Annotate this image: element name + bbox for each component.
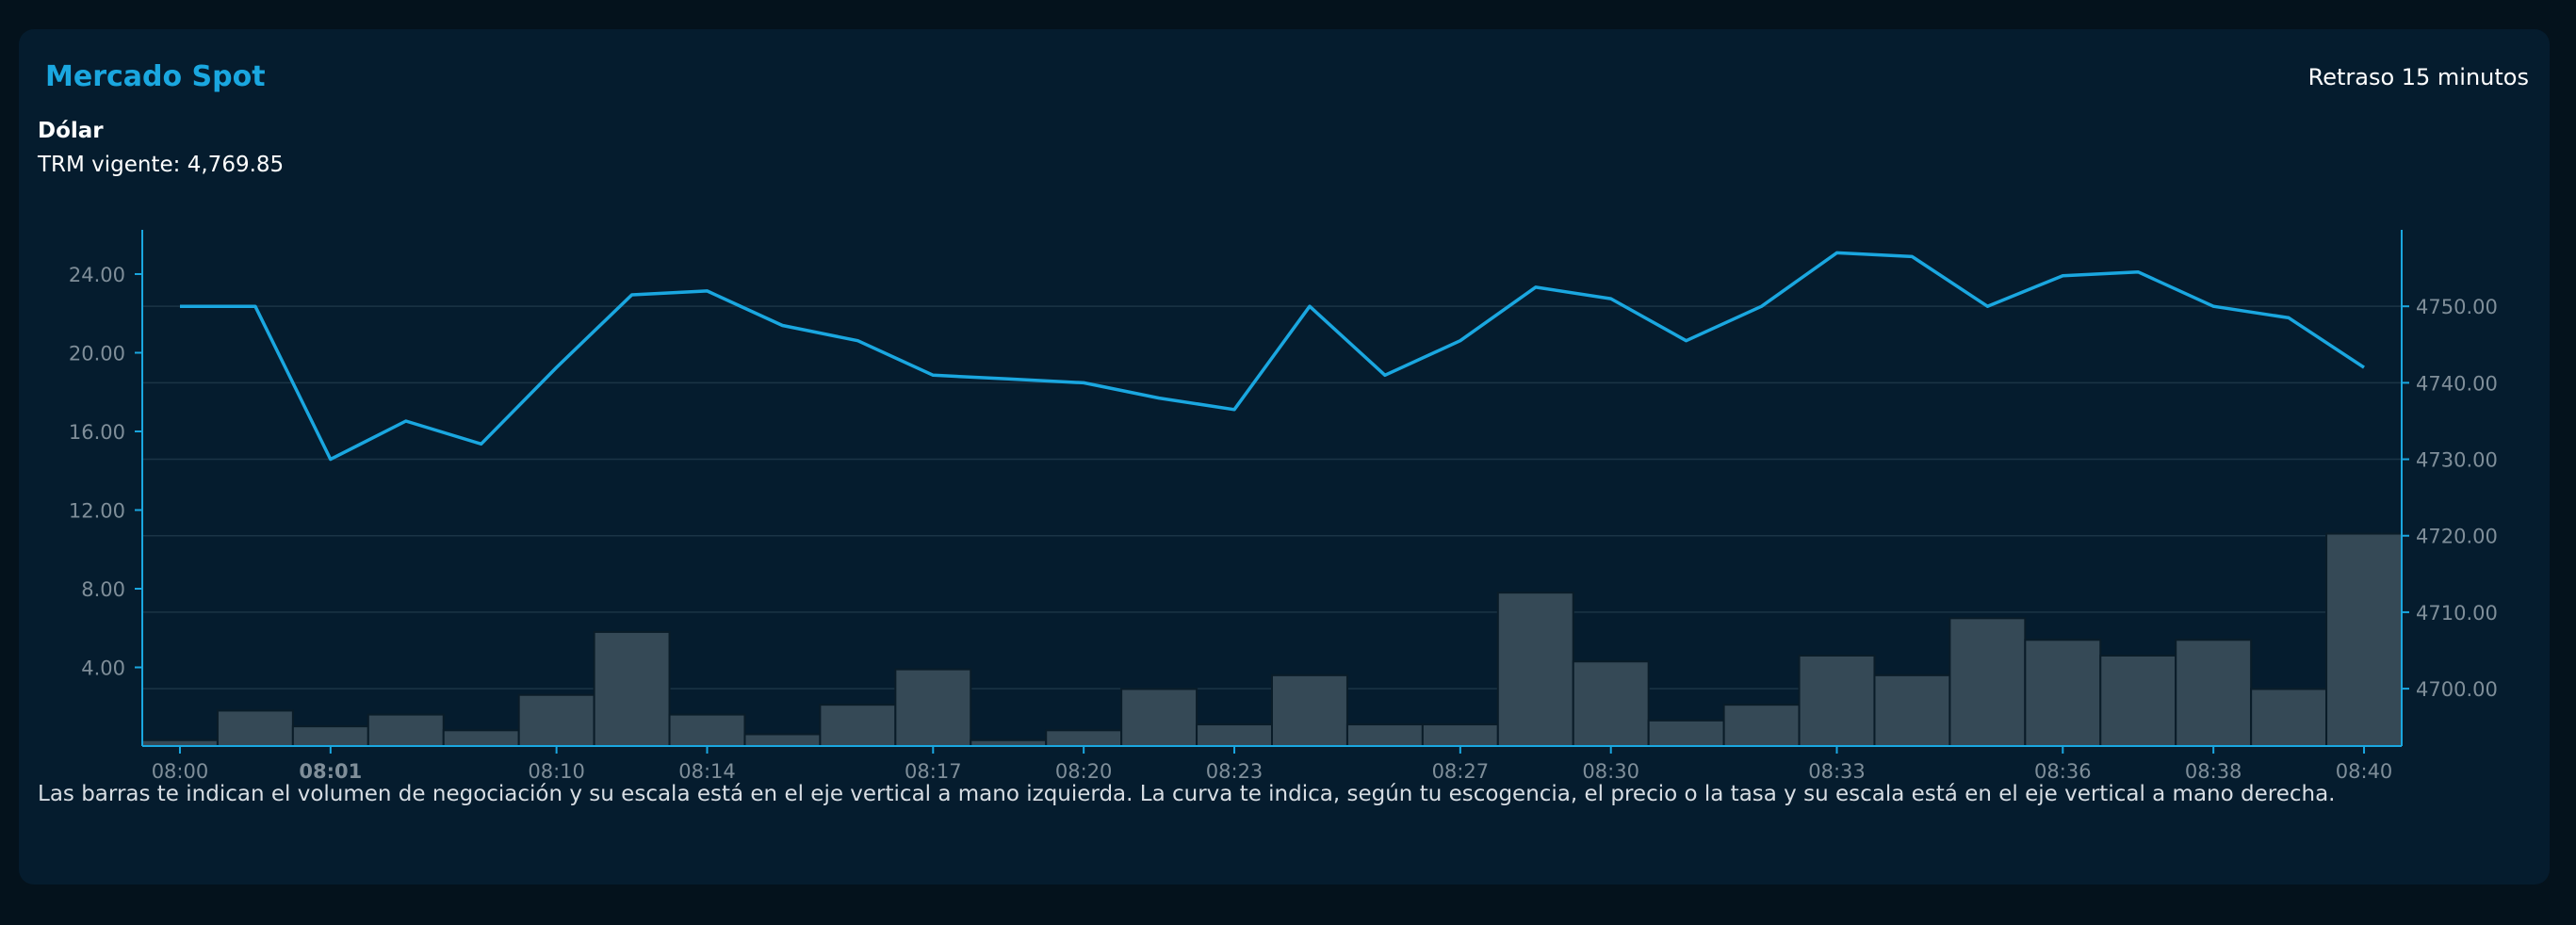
volume-bar bbox=[1271, 673, 1348, 747]
volume-bar bbox=[819, 704, 897, 747]
volume-bar bbox=[2024, 639, 2102, 747]
x-tick-label: 08:01 bbox=[299, 760, 362, 783]
volume-bar bbox=[2099, 654, 2177, 748]
currency-label: Dólar bbox=[38, 119, 104, 143]
right-tick-label: 4700.00 bbox=[2416, 678, 2498, 701]
x-tick-label: 08:23 bbox=[1206, 760, 1264, 783]
delay-notice: Retraso 15 minutos bbox=[2307, 64, 2529, 90]
volume-bar bbox=[1572, 660, 1650, 747]
x-tick-label: 08:40 bbox=[2336, 760, 2393, 783]
volume-bar bbox=[367, 713, 445, 747]
volume-bar bbox=[442, 729, 520, 748]
x-tick-label: 08:38 bbox=[2185, 760, 2242, 783]
left-tick-label: 24.00 bbox=[69, 264, 125, 286]
left-tick-label: 8.00 bbox=[81, 578, 125, 601]
page-title: Mercado Spot bbox=[45, 60, 266, 93]
volume-bar bbox=[2250, 688, 2328, 747]
trm-value: TRM vigente: 4,769.85 bbox=[38, 153, 285, 177]
right-tick-label: 4720.00 bbox=[2416, 526, 2498, 548]
volume-bar bbox=[894, 668, 972, 748]
volume-bar bbox=[1345, 723, 1424, 748]
right-tick-label: 4740.00 bbox=[2416, 372, 2498, 395]
left-tick-label: 20.00 bbox=[69, 342, 125, 365]
volume-bar bbox=[1120, 688, 1198, 747]
volume-bar bbox=[1647, 719, 1725, 748]
volume-bar bbox=[2175, 639, 2253, 747]
x-tick-label: 08:33 bbox=[1808, 760, 1866, 783]
x-tick-label: 08:17 bbox=[905, 760, 962, 783]
volume-bar bbox=[216, 709, 294, 747]
left-tick-label: 12.00 bbox=[69, 499, 125, 522]
x-tick-label: 08:36 bbox=[2034, 760, 2092, 783]
axes bbox=[135, 230, 2409, 754]
right-tick-label: 4750.00 bbox=[2416, 296, 2498, 318]
volume-bar bbox=[668, 713, 746, 747]
volume-bar bbox=[1873, 673, 1951, 747]
volume-bar bbox=[1798, 654, 1876, 748]
x-tick-label: 08:00 bbox=[152, 760, 209, 783]
x-tick-label: 08:20 bbox=[1055, 760, 1113, 783]
right-tick-label: 4710.00 bbox=[2416, 602, 2498, 625]
volume-bar bbox=[1496, 592, 1574, 747]
price-line-layer bbox=[180, 251, 2365, 462]
x-tick-label: 08:10 bbox=[528, 760, 585, 783]
x-tick-label: 08:30 bbox=[1582, 760, 1639, 783]
right-tick-label: 4730.00 bbox=[2416, 449, 2498, 472]
left-tick-label: 16.00 bbox=[69, 421, 125, 444]
volume-bar bbox=[2325, 532, 2403, 748]
gridlines bbox=[142, 305, 2402, 690]
volume-bar bbox=[1948, 617, 2027, 747]
volume-bar bbox=[291, 725, 369, 747]
tick-labels: 4.00 8.00 12.00 16.00 20.00 24.00 4700.00 4710.… bbox=[69, 264, 2498, 783]
volume-bar bbox=[743, 733, 822, 748]
volume-bar bbox=[1421, 723, 1499, 748]
volume-bar bbox=[1196, 723, 1273, 748]
x-tick-label: 08:14 bbox=[678, 760, 736, 783]
volume-bar bbox=[1722, 704, 1801, 747]
x-tick-label: 08:27 bbox=[1432, 760, 1490, 783]
volume-bar bbox=[593, 630, 671, 747]
volume-bars bbox=[141, 532, 2403, 748]
volume-bar bbox=[517, 693, 595, 748]
volume-bar bbox=[1045, 729, 1123, 748]
price-line bbox=[180, 251, 2365, 462]
chart-footnote: Las barras te indican el volumen de nego… bbox=[38, 782, 2336, 806]
left-tick-label: 4.00 bbox=[81, 657, 125, 679]
